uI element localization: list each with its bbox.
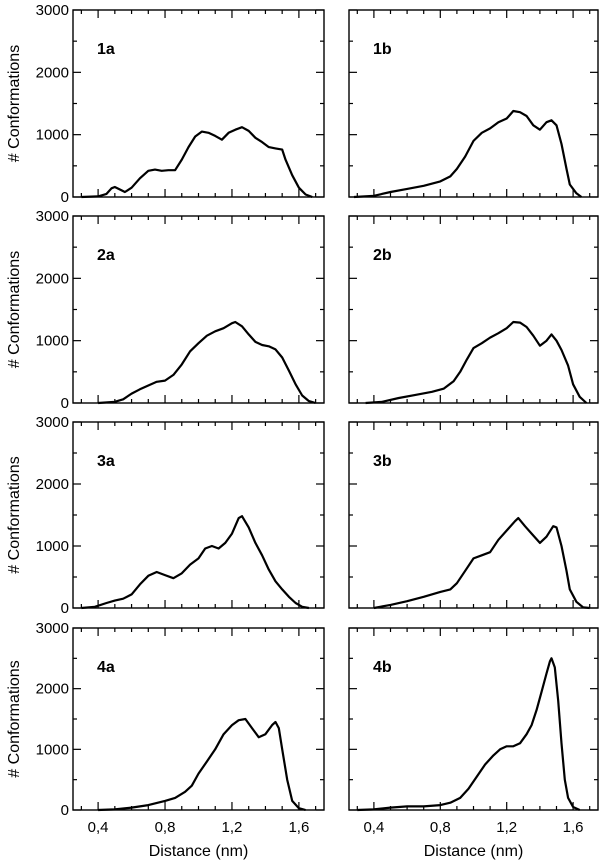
panel-4b-curve xyxy=(357,657,581,812)
panel-2a-y-tick-label: 3000 xyxy=(36,208,69,225)
panel-3a-curve xyxy=(81,515,310,610)
panel-2a-label: 2a xyxy=(97,247,115,264)
panel-1b-label: 1b xyxy=(373,41,392,58)
panel-4a-label: 4a xyxy=(97,659,115,676)
panel-4a-y-tick-label: 0 xyxy=(61,802,69,819)
panel-1a-frame xyxy=(72,9,325,198)
panel-1a-y-tick-label: 0 xyxy=(61,189,69,206)
panel-3a-frame xyxy=(72,421,325,609)
panel-3a-y-tick-label: 0 xyxy=(61,600,69,617)
x-axis-title-left: Distance (nm) xyxy=(149,843,249,860)
panel-3a-y-tick-label: 2000 xyxy=(36,476,69,493)
panel-1a-y-axis-title: # Conformations xyxy=(6,45,23,162)
panel-1a-y-tick-label: 1000 xyxy=(36,127,69,144)
panel-3a-label: 3a xyxy=(97,453,115,470)
panel-4a-y-axis-title: # Conformations xyxy=(6,660,23,777)
panel-4a-y-tick-label: 2000 xyxy=(36,681,69,698)
panel-3a-y-tick-label: 3000 xyxy=(36,414,69,431)
panel-1b-frame xyxy=(348,9,599,198)
panel-1a-label: 1a xyxy=(97,41,115,58)
panel-1a-y-tick-label: 3000 xyxy=(36,2,69,19)
panel-4b-x-tick-label: 0,4 xyxy=(363,819,384,836)
panel-2a-curve xyxy=(98,320,316,405)
panel-1b-curve xyxy=(353,109,583,199)
panel-4a-x-tick-label: 1,2 xyxy=(222,819,243,836)
panel-2a-y-tick-label: 1000 xyxy=(36,333,69,350)
panel-4b-x-tick-label: 0,8 xyxy=(430,819,451,836)
panel-4a-frame xyxy=(72,627,325,811)
panel-2a-frame xyxy=(72,215,325,404)
panel-1a-curve xyxy=(81,126,313,199)
panel-2b-curve xyxy=(365,320,588,405)
panel-2a-y-tick-label: 0 xyxy=(61,395,69,412)
panel-3a-y-tick-label: 1000 xyxy=(36,538,69,555)
panel-4a-x-tick-label: 0,8 xyxy=(155,819,176,836)
panel-1a-y-tick-label: 2000 xyxy=(36,64,69,81)
panel-4a-curve xyxy=(98,717,306,812)
panel-2b-frame xyxy=(348,215,599,404)
panel-3b-label: 3b xyxy=(373,453,392,470)
panel-4b-x-tick-label: 1,2 xyxy=(496,819,517,836)
panel-2a-y-tick-label: 2000 xyxy=(36,270,69,287)
panel-3b-frame xyxy=(348,421,599,609)
panel-2b-label: 2b xyxy=(373,247,392,264)
panel-4a-y-tick-label: 3000 xyxy=(36,620,69,637)
x-axis-title-right: Distance (nm) xyxy=(424,843,524,860)
panel-4b-x-tick-label: 1,6 xyxy=(563,819,584,836)
panel-3a-y-axis-title: # Conformations xyxy=(6,456,23,573)
panel-4a-x-tick-label: 1,6 xyxy=(288,819,309,836)
panel-4b-label: 4b xyxy=(373,659,392,676)
panel-2a-y-axis-title: # Conformations xyxy=(6,251,23,368)
panel-4a-x-tick-label: 0,4 xyxy=(88,819,109,836)
panel-4a-y-tick-label: 1000 xyxy=(36,741,69,758)
panel-3b-curve xyxy=(373,517,590,610)
